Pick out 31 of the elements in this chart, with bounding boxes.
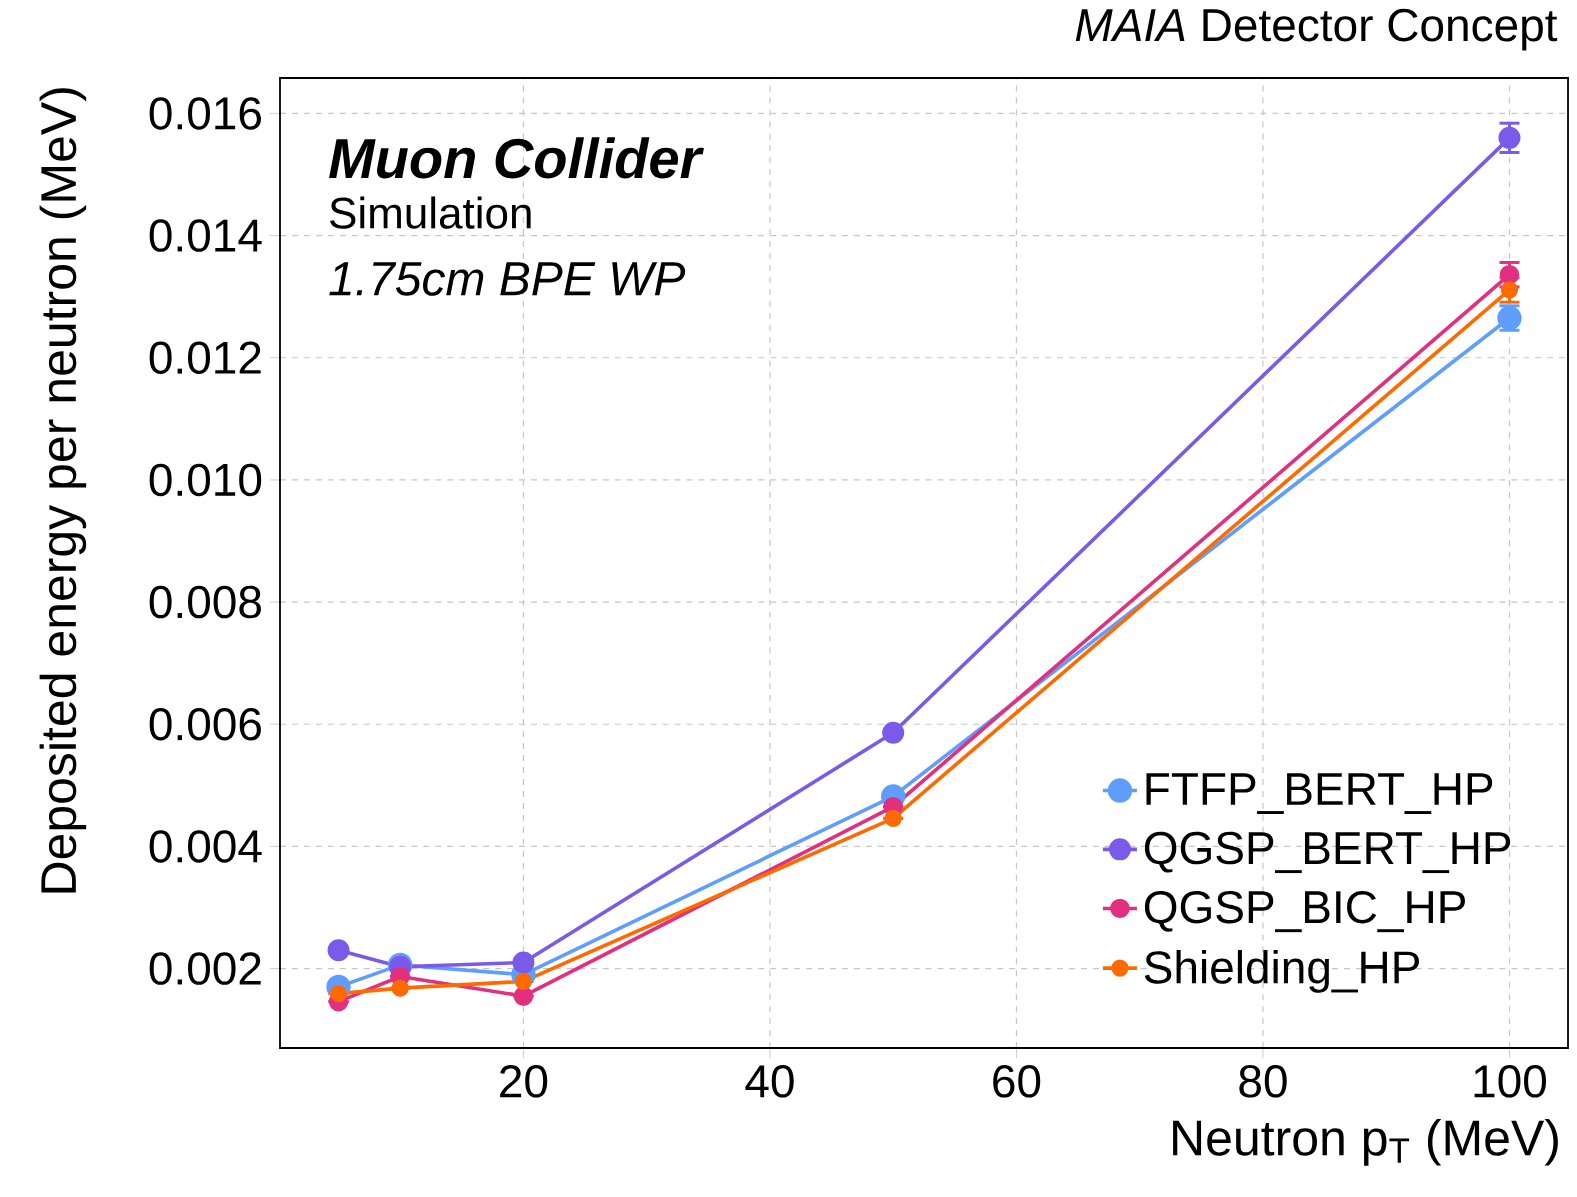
y-tick-label: 0.006	[149, 707, 261, 741]
y-tick-label: 0.010	[149, 463, 262, 497]
point	[1497, 305, 1522, 331]
y-axis-title: Deposited energy per neutron (MeV)	[39, 88, 87, 893]
annotation: Simulation	[330, 196, 531, 229]
x-axis-title: Neutron p$_{T}$ (MeV)	[1173, 1119, 1558, 1166]
x-tick-label: 100	[1474, 1065, 1547, 1098]
y-tick-label: 0.012	[149, 341, 261, 375]
legend-label: FTFP_BERT_HP	[1146, 773, 1493, 815]
y-tick-label: 0.008	[149, 585, 261, 619]
legend-label: QGSP_BIC_HP	[1144, 890, 1465, 933]
y-tick-label: 0.002	[149, 952, 261, 985]
x-tick-label: 60	[993, 1065, 1041, 1098]
y-tick-label: 0.014	[149, 219, 262, 252]
point	[512, 951, 535, 974]
y-tick-label: 0.016	[149, 97, 261, 130]
legend-label: QGSP_BERT_HP	[1144, 831, 1511, 874]
chart-title: MAIA Detector Concept	[1075, 8, 1558, 51]
point	[884, 809, 902, 827]
point	[514, 972, 533, 991]
x-tick-label: 40	[745, 1065, 794, 1098]
point	[327, 939, 350, 962]
y-tick-label: 0.004	[149, 830, 262, 863]
annotation: Muon Collider	[329, 137, 704, 179]
annotation: 1.75cm BPE WP	[329, 262, 686, 296]
point	[391, 979, 409, 997]
x-tick-label: 80	[1239, 1065, 1287, 1098]
point	[882, 721, 905, 744]
x-tick-label: 20	[500, 1065, 548, 1098]
point	[513, 986, 534, 1006]
legend-label: Shielding_HP	[1144, 949, 1419, 993]
